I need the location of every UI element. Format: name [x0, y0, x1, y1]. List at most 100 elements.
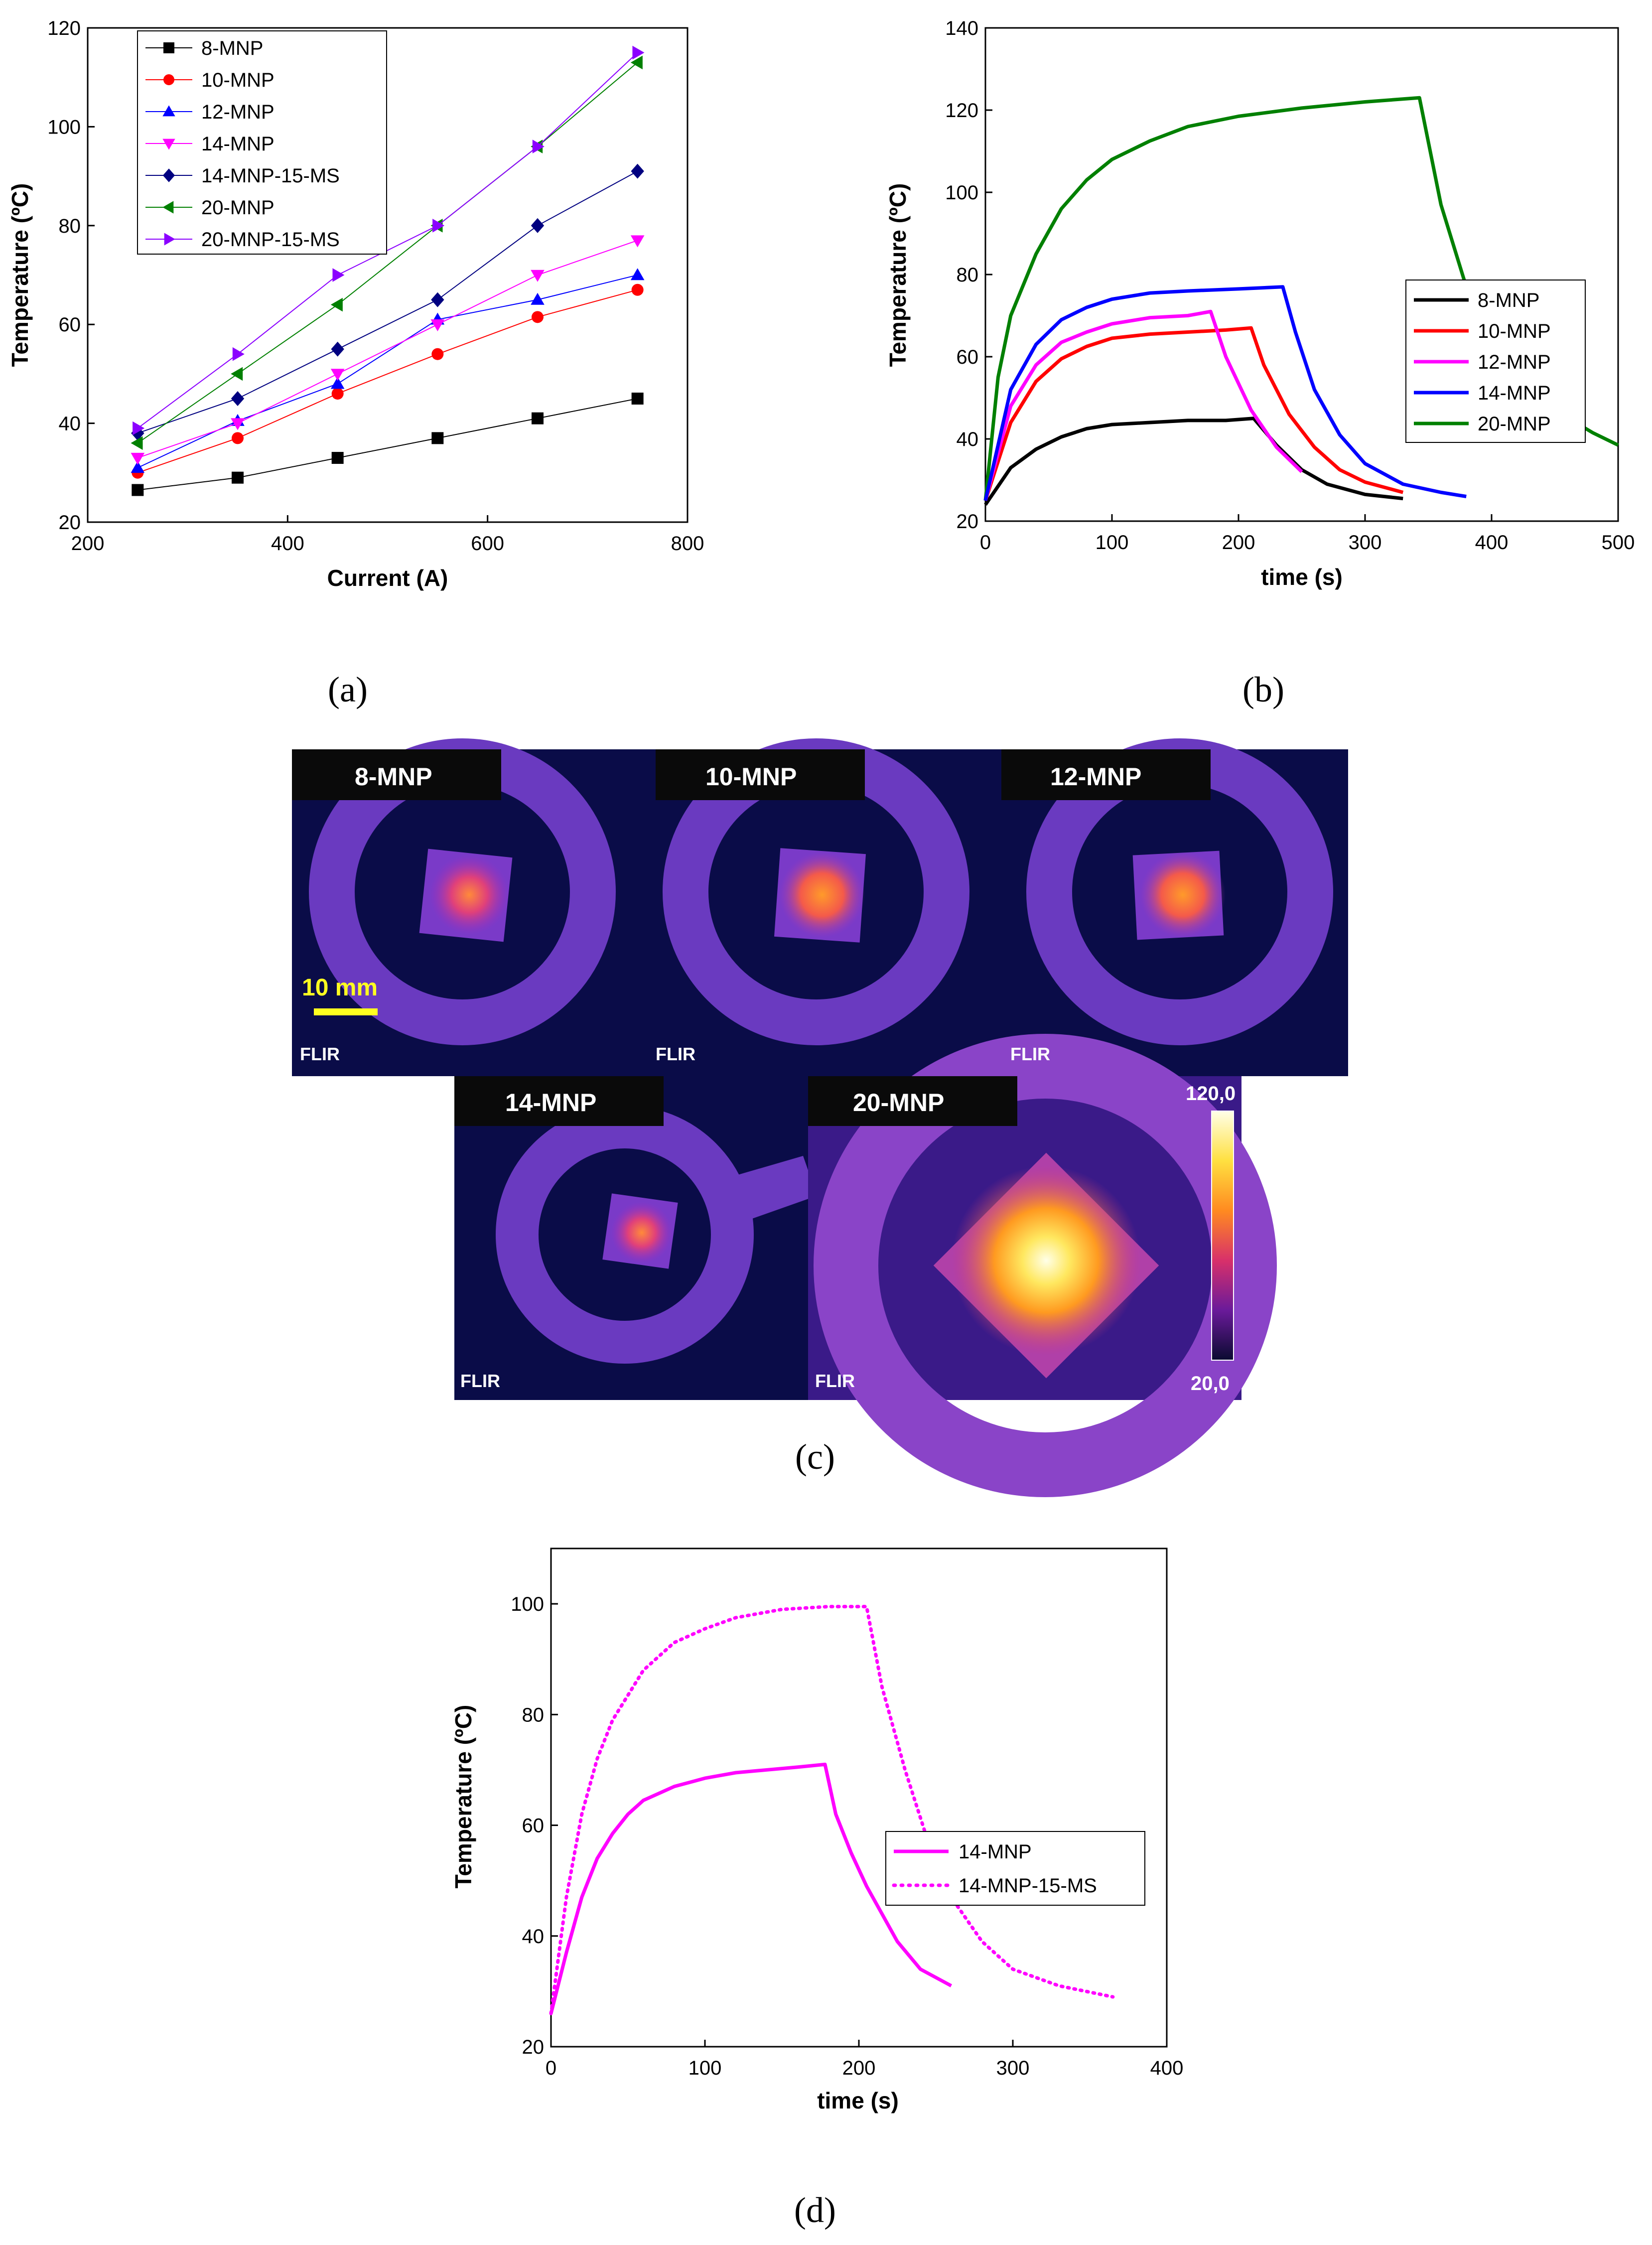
- thermal-tile-14-mnp: [496, 1106, 817, 1364]
- panel-label-b: (b): [1242, 670, 1284, 709]
- y-tick-label: 120: [945, 100, 978, 122]
- series-line-12-mnp: [983, 309, 1303, 501]
- legend-box-d: [885, 1831, 1145, 1906]
- data-point-20-mnp-15-ms: [432, 219, 445, 233]
- series-line-10-mnp: [983, 326, 1404, 501]
- x-tick-label: 300: [1349, 532, 1382, 554]
- thermal-images: 8-MNP 10-MNP 12-MNP 14-MNP 20-MNP 10 mm …: [292, 738, 1348, 1497]
- axis-ticks-d: 0 100 200 300 400 20 40 60 80 100: [511, 1593, 1183, 2079]
- data-point-12-mnp: [531, 292, 545, 305]
- data-point-10-mnp: [532, 311, 544, 323]
- y-axis-title-b: Temperature (ºC): [885, 183, 911, 367]
- series-line-10-mnp: [138, 289, 638, 473]
- legend-label: 14-MNP-15-MS: [959, 1875, 1097, 1897]
- x-tick-label: 400: [1150, 2057, 1184, 2079]
- hot-spot: [429, 855, 509, 935]
- chart-b: 0 100 200 300 400 500 20 40 60 80 100 120 140 time (…: [885, 17, 1635, 590]
- hot-spot: [952, 1166, 1141, 1355]
- data-point-14-mnp: [231, 418, 245, 430]
- data-point-12-mnp: [630, 268, 645, 281]
- x-axis-title-b: time (s): [1261, 564, 1343, 590]
- legend-a: 8-MNP 10-MNP 12-MNP 14-MNP 14-MNP-15-MS 20-MN…: [137, 30, 387, 255]
- y-tick-label: 140: [945, 17, 978, 39]
- y-tick-label: 40: [59, 413, 81, 435]
- flir-mark-3: FLIR: [1010, 1044, 1050, 1064]
- data-point-14-mnp: [630, 235, 645, 248]
- thermal-tile-20-mnp: [808, 1034, 1277, 1497]
- data-point-14-mnp-15-ms: [331, 341, 344, 357]
- flir-mark-2: FLIR: [656, 1044, 695, 1064]
- data-point-12-mnp: [330, 377, 345, 389]
- thermal-label-8-mnp: 8-MNP: [355, 763, 432, 791]
- data-point-8-mnp: [132, 484, 144, 496]
- data-point-10-mnp: [331, 388, 344, 400]
- data-point-14-mnp-15-ms: [231, 391, 245, 406]
- series-line-14-mnp-15-ms: [138, 170, 638, 434]
- y-tick-label: 120: [47, 17, 81, 39]
- coil-ring: [496, 1106, 754, 1364]
- y-tick-label: 100: [945, 182, 978, 204]
- y-axis-title-d: Temperature (ºC): [450, 1705, 476, 1889]
- legend-marker: [162, 105, 175, 117]
- data-point-20-mnp: [630, 55, 643, 70]
- x-tick-label: 0: [546, 2057, 556, 2079]
- legend-label: 14-MNP: [959, 1841, 1032, 1863]
- legend-marker: [162, 201, 174, 214]
- data-point-14-mnp: [430, 319, 445, 331]
- data-point-14-mnp-15-ms: [631, 163, 644, 179]
- x-axis-title-d: time (s): [817, 2088, 899, 2113]
- data-point-20-mnp: [131, 436, 143, 450]
- plot-frame-b: [984, 27, 1619, 522]
- x-tick-label: 500: [1602, 532, 1635, 554]
- data-point-14-mnp-15-ms: [531, 218, 545, 233]
- flir-mark-4: FLIR: [460, 1371, 500, 1391]
- series-line-14-mnp: [138, 240, 638, 458]
- label-box-12-mnp: 12-MNP: [1001, 749, 1211, 800]
- data-point-8-mnp: [331, 452, 344, 464]
- data-point-20-mnp-15-ms: [133, 421, 145, 435]
- data-point-10-mnp: [232, 432, 244, 444]
- hot-spot: [1140, 852, 1226, 938]
- scale-bar: [314, 1008, 378, 1015]
- series-layer-b: [983, 96, 1619, 506]
- data-point-20-mnp: [330, 297, 343, 312]
- hot-spot: [779, 852, 865, 938]
- flir-logo-2: FLIR: [656, 1044, 695, 1064]
- series-line-20-mnp-15-ms: [137, 52, 638, 429]
- thermal-label-12-mnp: 12-MNP: [1050, 763, 1141, 791]
- chart-d: 0 100 200 300 400 20 40 60 80 100 time (s) Temper…: [450, 1547, 1183, 2113]
- data-point-20-mnp-15-ms: [332, 268, 345, 282]
- legend-box-a: [137, 30, 387, 255]
- coil-ring: [814, 1034, 1277, 1497]
- x-tick-label: 800: [671, 533, 704, 555]
- legend-d: 14-MNP 14-MNP-15-MS: [885, 1831, 1145, 1906]
- y-tick-label: 100: [511, 1593, 544, 1615]
- series-line-14-mnp: [549, 1762, 953, 2014]
- y-tick-label: 40: [957, 428, 979, 450]
- thermal-label-20-mnp: 20-MNP: [853, 1089, 944, 1117]
- data-point-10-mnp: [631, 283, 644, 296]
- thermal-label-14-mnp: 14-MNP: [505, 1089, 596, 1117]
- data-point-14-mnp: [330, 369, 345, 381]
- y-axis-title-a: Temperature (ºC): [7, 183, 33, 367]
- series-layer-a: [131, 45, 645, 496]
- x-tick-label: 600: [471, 533, 504, 555]
- series-layer-d: [549, 1605, 1115, 2015]
- colorbar-min-label: 20,0: [1191, 1373, 1230, 1395]
- y-tick-label: 20: [59, 512, 81, 534]
- legend-label: 14-MNP-15-MS: [201, 165, 340, 187]
- thermal-label-10-mnp: 10-MNP: [705, 763, 797, 791]
- x-tick-label: 200: [1222, 532, 1255, 554]
- x-tick-label: 0: [980, 532, 991, 554]
- legend-b: 8-MNP 10-MNP 12-MNP 14-MNP 20-MNP: [1405, 280, 1586, 443]
- y-tick-label: 80: [957, 264, 979, 286]
- coil-lead: [717, 1156, 817, 1226]
- data-point-14-mnp-15-ms: [431, 292, 444, 307]
- y-tick-label: 60: [957, 346, 979, 368]
- label-box-8-mnp: 8-MNP: [292, 749, 501, 800]
- legend-label: 10-MNP: [1478, 320, 1551, 342]
- flir-mark-1: FLIR: [300, 1044, 340, 1064]
- data-point-8-mnp: [431, 432, 444, 444]
- panel-label-c: (c): [795, 1437, 835, 1477]
